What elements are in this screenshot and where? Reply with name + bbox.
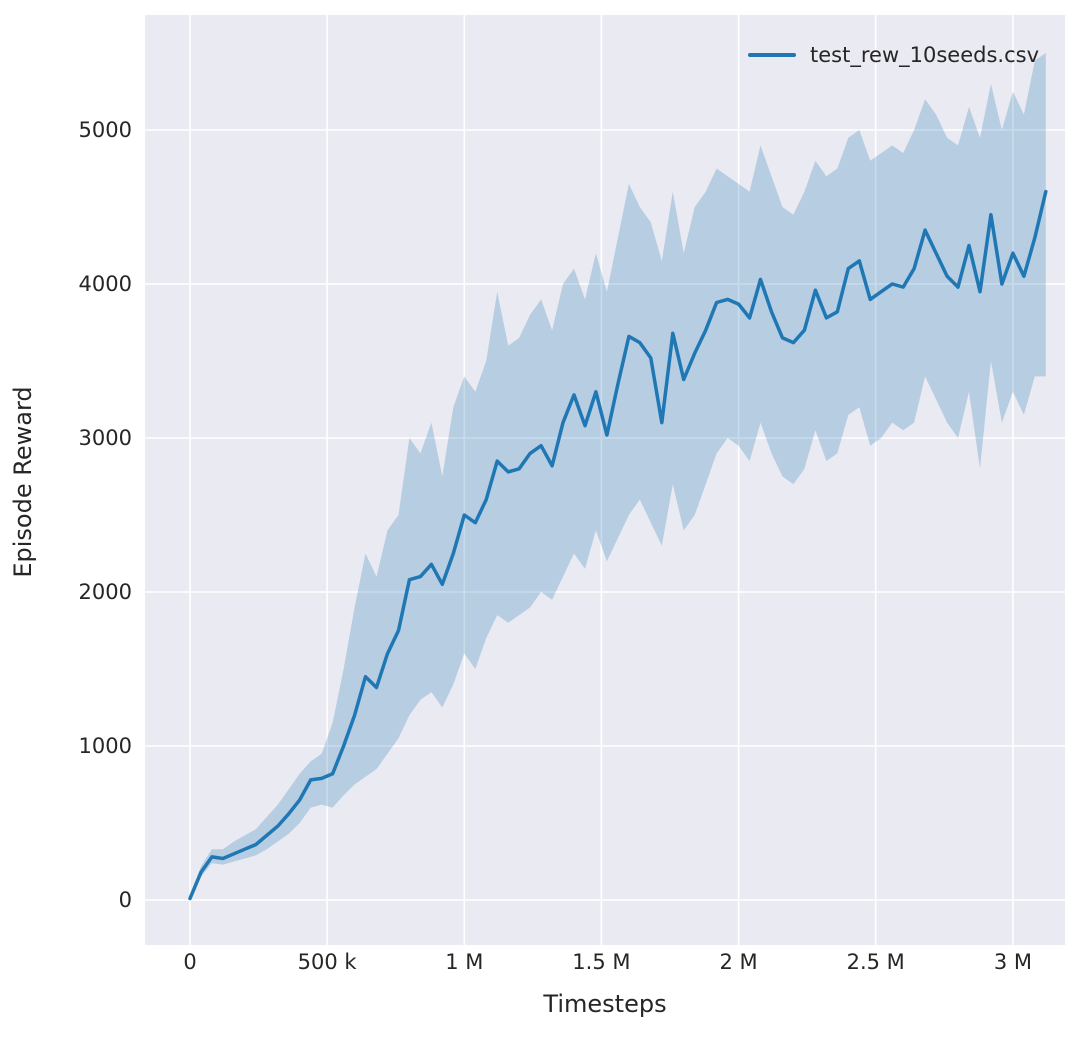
- x-tick-label: 3 M: [993, 950, 1032, 974]
- x-tick-label: 0: [183, 950, 197, 974]
- y-tick-label: 1000: [78, 734, 132, 758]
- y-tick-label: 2000: [78, 580, 132, 604]
- x-tick-label: 2.5 M: [846, 950, 905, 974]
- y-tick-label: 4000: [78, 272, 132, 296]
- x-tick-label: 500 k: [297, 950, 357, 974]
- x-axis-label: Timesteps: [543, 990, 667, 1018]
- y-axis-label: Episode Reward: [9, 386, 37, 578]
- x-tick-label: 1 M: [445, 950, 484, 974]
- y-tick-label: 0: [118, 888, 132, 912]
- y-tick-label: 3000: [78, 426, 132, 450]
- legend-line-swatch: [748, 53, 797, 57]
- y-tick-labels: 0 1000 2000 3000 4000 5000: [0, 15, 132, 945]
- x-tick-label: 1.5 M: [572, 950, 631, 974]
- legend: test_rew_10seeds.csv: [742, 39, 1045, 71]
- plot-area: test_rew_10seeds.csv: [145, 15, 1065, 945]
- y-tick-label: 5000: [78, 118, 132, 142]
- x-tick-labels: 0 500 k 1 M 1.5 M 2 M 2.5 M 3 M: [145, 950, 1065, 980]
- legend-label: test_rew_10seeds.csv: [810, 43, 1039, 67]
- line-chart: [145, 15, 1065, 945]
- x-tick-label: 2 M: [719, 950, 758, 974]
